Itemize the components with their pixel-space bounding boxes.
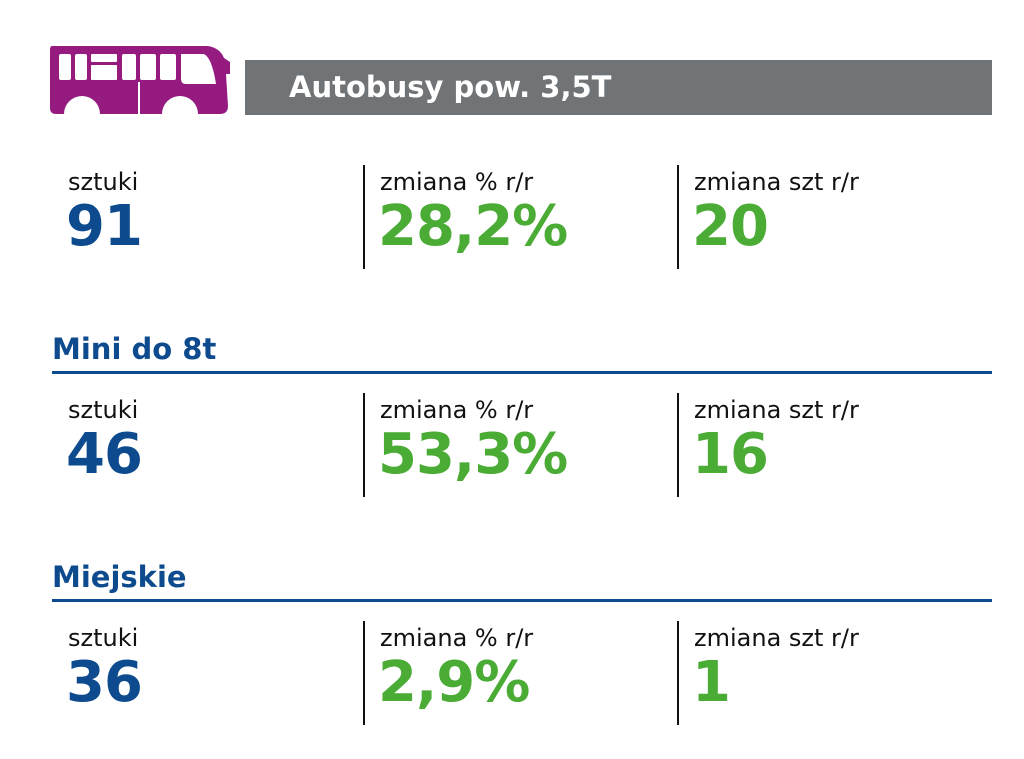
stat-label: zmiana % r/r (380, 168, 534, 196)
divider (363, 393, 365, 497)
header-title: Autobusy pow. 3,5T (289, 70, 612, 104)
section-title: Mini do 8t (52, 332, 217, 366)
stat-value: 36 (66, 650, 143, 715)
divider (677, 621, 679, 725)
stat-label: zmiana szt r/r (694, 168, 859, 196)
stat-label: zmiana % r/r (380, 624, 534, 652)
stat-value: 20 (692, 194, 769, 259)
divider (363, 621, 365, 725)
stat-value: 2,9% (378, 650, 530, 715)
stat-label: sztuki (68, 168, 139, 196)
divider (677, 165, 679, 269)
divider (677, 393, 679, 497)
stat-label: zmiana szt r/r (694, 624, 859, 652)
section-title: Miejskie (52, 560, 187, 594)
header-bar: Autobusy pow. 3,5T (245, 60, 992, 115)
stat-value: 46 (66, 422, 143, 487)
stat-label: zmiana % r/r (380, 396, 534, 424)
stat-value: 28,2% (378, 194, 568, 259)
stat-label: zmiana szt r/r (694, 396, 859, 424)
stat-label: sztuki (68, 624, 139, 652)
stat-label: sztuki (68, 396, 139, 424)
stat-value: 53,3% (378, 422, 568, 487)
section-rule (52, 371, 992, 374)
section-rule (52, 599, 992, 602)
stat-value: 16 (692, 422, 769, 487)
stat-value: 91 (66, 194, 143, 259)
divider (363, 165, 365, 269)
stat-value: 1 (692, 650, 731, 715)
bus-icon (50, 46, 230, 126)
